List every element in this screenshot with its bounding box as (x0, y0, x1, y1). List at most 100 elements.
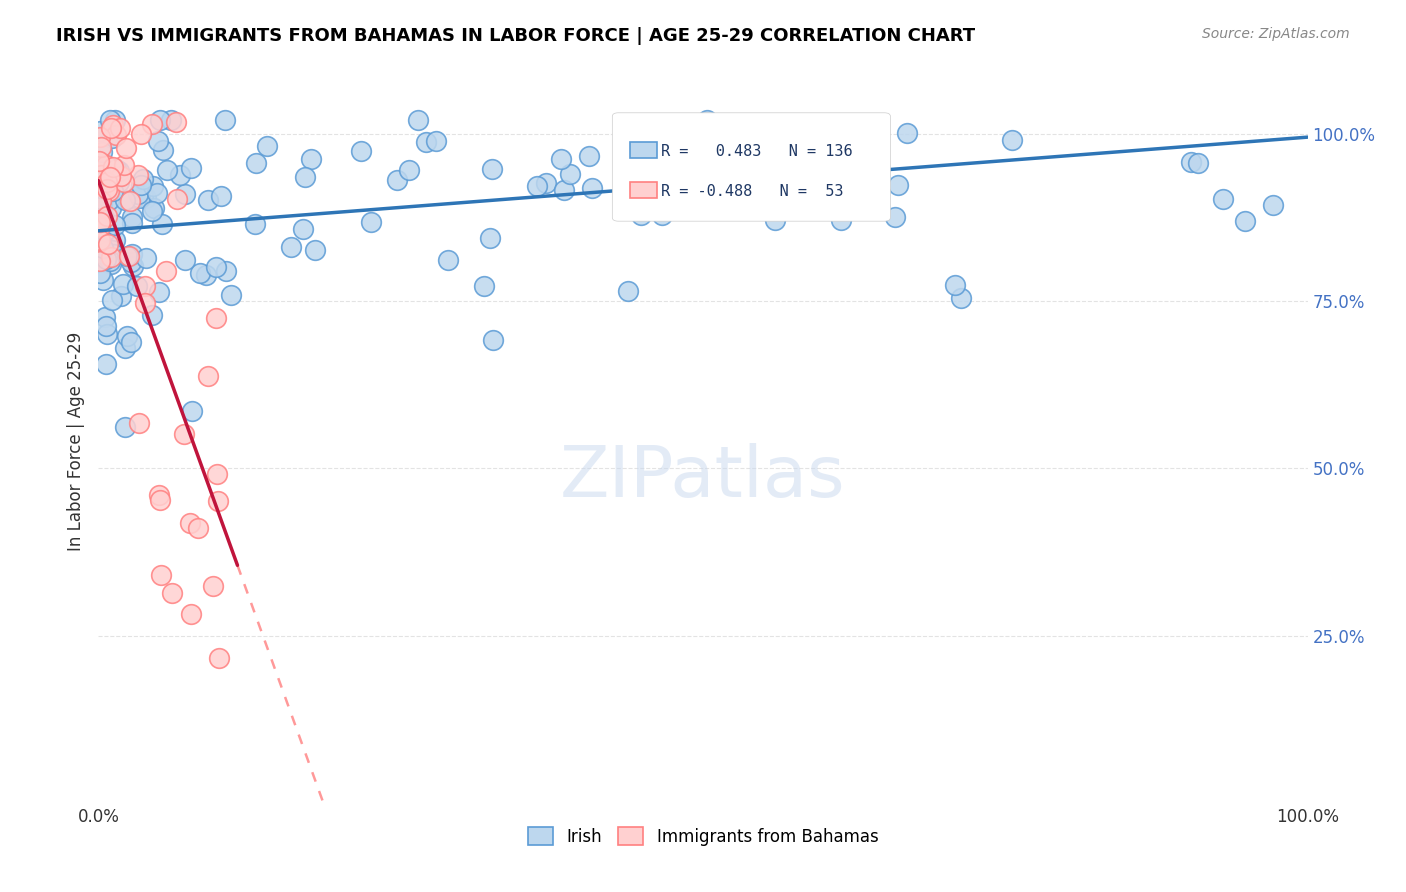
Point (207, 493, 229, 508)
Text: R = -0.488   N =  53: R = -0.488 N = 53 (661, 184, 844, 199)
Point (100, 120, 122, 135)
Point (558, 167, 581, 181)
Point (626, 174, 648, 188)
Point (110, 289, 132, 303)
Point (115, 329, 138, 343)
Point (205, 260, 228, 275)
Point (90, 168, 112, 182)
Point (98, 170, 121, 185)
Point (180, 607, 202, 621)
Point (97, 236, 120, 251)
Point (1212, 192, 1234, 206)
Point (581, 181, 603, 195)
Point (89, 209, 111, 223)
Point (758, 141, 780, 155)
Point (214, 113, 236, 128)
Point (188, 266, 211, 280)
Point (121, 247, 143, 261)
Point (89, 219, 111, 234)
Point (127, 186, 149, 201)
Point (280, 240, 302, 254)
Point (294, 170, 316, 185)
Point (121, 259, 143, 273)
Point (98, 184, 121, 198)
Point (100, 250, 122, 264)
Point (304, 243, 326, 257)
Point (104, 113, 127, 128)
Point (114, 341, 136, 355)
Point (141, 179, 163, 194)
Point (350, 145, 373, 159)
FancyBboxPatch shape (613, 112, 890, 221)
Point (209, 189, 232, 203)
Point (1187, 156, 1209, 170)
Point (630, 208, 652, 222)
Point (120, 255, 142, 269)
Point (134, 278, 156, 293)
Point (415, 135, 437, 149)
Point (360, 215, 382, 229)
Point (101, 185, 124, 199)
Point (696, 113, 718, 128)
Point (132, 189, 155, 203)
Point (90, 194, 112, 208)
Point (578, 148, 600, 162)
Point (245, 156, 267, 170)
Point (148, 488, 170, 502)
Point (214, 264, 236, 278)
Point (91, 273, 114, 287)
Point (103, 246, 125, 260)
Point (152, 218, 174, 232)
Point (174, 253, 197, 268)
Point (127, 168, 149, 182)
Point (1001, 133, 1024, 147)
Point (128, 417, 150, 431)
Point (114, 194, 136, 208)
Point (93, 310, 115, 324)
Point (160, 113, 183, 128)
Point (132, 171, 155, 186)
Point (121, 216, 143, 230)
Point (197, 369, 219, 384)
Point (553, 183, 575, 197)
Legend: Irish, Immigrants from Bahamas: Irish, Immigrants from Bahamas (522, 821, 884, 852)
Point (141, 204, 163, 219)
Point (180, 161, 202, 175)
Point (104, 233, 127, 247)
Point (765, 212, 787, 227)
Point (94, 224, 117, 238)
Point (534, 176, 557, 190)
Point (100, 201, 122, 215)
Point (131, 127, 153, 141)
Point (103, 219, 125, 233)
Point (96, 251, 118, 265)
Point (121, 210, 143, 224)
Point (292, 222, 315, 236)
Point (155, 264, 177, 278)
Point (94, 255, 117, 269)
Point (162, 585, 184, 599)
Point (174, 187, 197, 202)
Point (143, 201, 166, 215)
Point (134, 296, 156, 310)
Point (87, 153, 110, 168)
Point (884, 210, 907, 224)
Point (108, 164, 131, 178)
Point (96, 209, 118, 223)
Point (385, 173, 408, 187)
Point (114, 141, 136, 155)
Point (90, 139, 112, 153)
Point (90, 203, 112, 218)
Point (398, 163, 420, 178)
Point (96, 175, 118, 189)
Y-axis label: In Labor Force | Age 25-29: In Labor Force | Age 25-29 (66, 332, 84, 551)
Point (896, 126, 918, 140)
Point (887, 178, 910, 192)
Point (93, 211, 115, 225)
Point (103, 160, 125, 174)
Point (96, 327, 118, 342)
Point (108, 175, 131, 189)
Point (1180, 155, 1202, 169)
Point (219, 287, 242, 301)
Point (89, 179, 111, 194)
